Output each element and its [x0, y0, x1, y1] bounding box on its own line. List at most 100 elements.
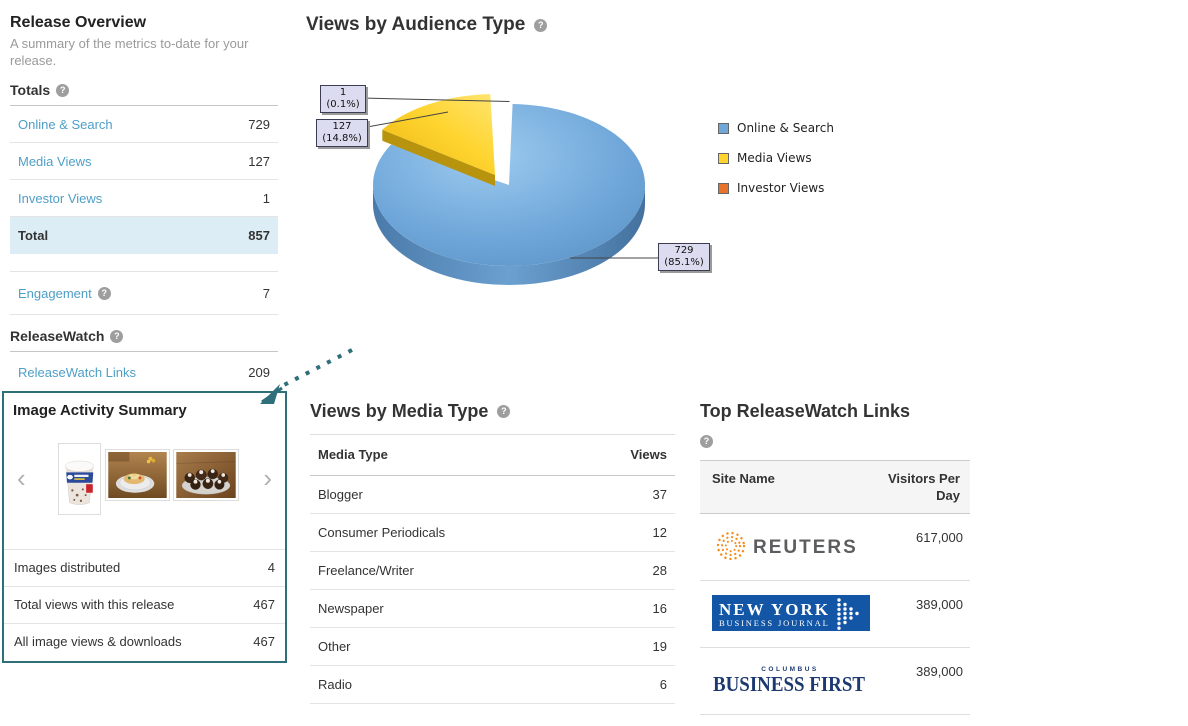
- nybj-logo-line1: NEW YORK: [719, 600, 829, 619]
- callout-value: 127: [332, 121, 352, 132]
- visitors-value: 389,000: [916, 664, 963, 679]
- total-views-release-value: 467: [253, 597, 275, 612]
- bf-logo-line1: COLUMBUS: [761, 666, 819, 673]
- legend-item-media-views: Media Views: [718, 151, 834, 165]
- legend-label: Online & Search: [737, 121, 834, 135]
- callout-value: 1: [339, 87, 347, 98]
- table-row: Investor Views 1: [10, 180, 278, 217]
- table-row: Blogger 37: [310, 476, 675, 514]
- images-distributed-value: 4: [267, 560, 275, 575]
- help-icon[interactable]: ?: [534, 18, 548, 32]
- investor-views-value: 1: [262, 190, 270, 206]
- table-row: Total views with this release 467: [4, 586, 285, 623]
- release-overview-sidebar: Release Overview A summary of the metric…: [10, 0, 278, 393]
- callout-percent: (14.8%): [322, 133, 362, 144]
- views-cell: 12: [652, 525, 667, 540]
- pie-slice-online-search[interactable]: [373, 104, 646, 266]
- help-icon[interactable]: ?: [97, 286, 111, 300]
- column-header-visitors-per-day: Visitors Per Day: [887, 471, 960, 503]
- links-table-header: Site Name Visitors Per Day: [700, 460, 970, 514]
- visitors-value: 389,000: [916, 597, 963, 612]
- online-search-link[interactable]: Online & Search: [18, 116, 113, 132]
- callout-leader-lines: [361, 97, 658, 259]
- total-row: Total 857: [10, 217, 278, 254]
- legend-label: Investor Views: [737, 181, 825, 195]
- all-image-views-label: All image views & downloads: [14, 634, 182, 649]
- investor-views-link[interactable]: Investor Views: [18, 190, 103, 206]
- callout-investor-views: 1 (0.1%): [320, 85, 366, 113]
- image-activity-summary-panel: Image Activity Summary ‹: [2, 391, 287, 663]
- nybj-arrow-dots: [837, 598, 859, 630]
- carousel-prev-icon[interactable]: ‹: [17, 463, 26, 493]
- legend-swatch-yellow: [718, 152, 729, 164]
- column-header-views: Views: [630, 447, 667, 462]
- views-cell: 6: [659, 677, 667, 692]
- totals-header-label: Totals: [10, 82, 51, 98]
- views-cell: 28: [652, 563, 667, 578]
- image-thumbnail-chocolate-desserts[interactable]: [173, 449, 239, 501]
- total-label: Total: [18, 228, 49, 243]
- callout-percent: (85.1%): [664, 257, 704, 268]
- help-icon[interactable]: ?: [700, 435, 713, 448]
- media-type-cell: Blogger: [318, 487, 363, 502]
- media-type-cell: Newspaper: [318, 601, 384, 616]
- views-cell: 37: [652, 487, 667, 502]
- bf-logo-line2: BUSINESS FIRST: [713, 672, 865, 696]
- views-cell: 16: [652, 601, 667, 616]
- audience-chart-title: Views by Audience Type: [306, 14, 526, 35]
- top-links-title: Top ReleaseWatch Links: [700, 401, 911, 421]
- image-thumbnail-cookie-dough-tub[interactable]: [58, 443, 101, 515]
- new-york-business-journal-logo[interactable]: NEW YORK BUSINESS JOURNAL: [712, 595, 870, 631]
- callout-media-views: 127 (14.8%): [316, 119, 368, 147]
- engagement-row: Engagement ? 7: [10, 271, 278, 315]
- legend-swatch-orange: [718, 182, 729, 194]
- table-row: Newspaper 16: [310, 590, 675, 628]
- totals-section-header: Totals ?: [10, 82, 278, 106]
- media-table-header: Media Type Views: [310, 435, 675, 476]
- releasewatch-section-header: ReleaseWatch ?: [10, 328, 278, 352]
- total-views-release-label: Total views with this release: [14, 597, 175, 612]
- help-icon[interactable]: ?: [110, 329, 124, 343]
- help-icon[interactable]: ?: [497, 405, 511, 418]
- media-type-title-row: Views by Media Type ?: [310, 401, 675, 422]
- releasewatch-links-link[interactable]: ReleaseWatch Links: [18, 364, 137, 380]
- reuters-logo-text: REUTERS: [753, 537, 858, 558]
- media-type-cell: Freelance/Writer: [318, 563, 414, 578]
- legend-label: Media Views: [737, 151, 812, 165]
- pie-side-online-search: [373, 185, 645, 285]
- callout-value: 729: [674, 245, 694, 256]
- table-row: REUTERS 617,000: [700, 514, 970, 581]
- media-type-cell: Consumer Periodicals: [318, 525, 446, 540]
- views-cell: 19: [652, 639, 667, 654]
- releasewatch-links-row: ReleaseWatch Links 209: [10, 352, 278, 393]
- pie-legend: Online & Search Media Views Investor Vie…: [718, 121, 834, 211]
- columbus-business-first-logo[interactable]: COLUMBUS BUSINESS FIRST: [712, 662, 867, 696]
- callout-percent: (0.1%): [326, 99, 360, 110]
- legend-item-investor-views: Investor Views: [718, 181, 834, 195]
- media-type-cell: Other: [318, 639, 351, 654]
- page-subtitle: A summary of the metrics to-date for you…: [10, 36, 249, 68]
- table-row: Images distributed 4: [4, 549, 285, 586]
- all-image-views-value: 467: [253, 634, 275, 649]
- carousel-next-icon[interactable]: ›: [263, 463, 272, 493]
- online-search-value: 729: [248, 116, 270, 132]
- column-header-site-name: Site Name: [712, 471, 775, 486]
- image-thumbnail-plated-entree[interactable]: [105, 449, 170, 501]
- images-distributed-label: Images distributed: [14, 560, 121, 575]
- total-value: 857: [248, 228, 270, 243]
- image-activity-stats: Images distributed 4 Total views with th…: [4, 549, 285, 660]
- help-icon[interactable]: ?: [56, 83, 70, 97]
- media-type-cell: Radio: [318, 677, 352, 692]
- table-row: NEW YORK BUSINESS JOURNAL 389,000: [700, 581, 970, 648]
- image-activity-title: Image Activity Summary: [13, 402, 187, 419]
- reuters-logo[interactable]: REUTERS: [712, 528, 862, 564]
- callout-online-search: 729 (85.1%): [658, 243, 710, 271]
- engagement-link[interactable]: Engagement: [18, 285, 92, 301]
- media-views-link[interactable]: Media Views: [18, 153, 92, 169]
- table-row: Media Views 127: [10, 143, 278, 180]
- table-row: Online & Search 729: [10, 106, 278, 143]
- media-type-title: Views by Media Type: [310, 401, 489, 421]
- table-row: Other 19: [310, 628, 675, 666]
- pie-slice-media-views[interactable]: [382, 94, 495, 175]
